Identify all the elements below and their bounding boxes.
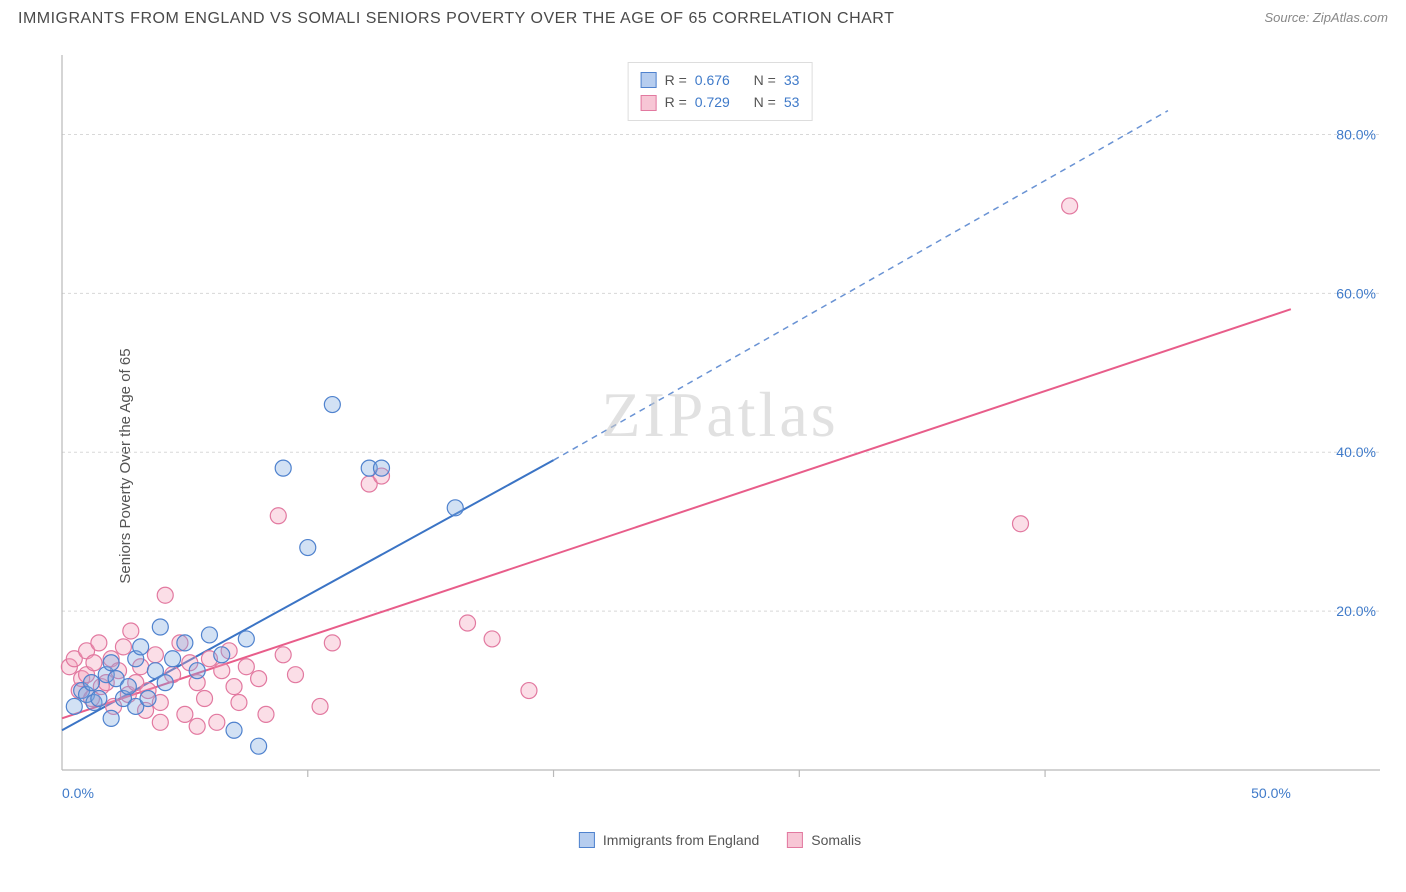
n-value: 33 xyxy=(784,69,800,91)
svg-text:50.0%: 50.0% xyxy=(1251,785,1291,801)
chart-header: IMMIGRANTS FROM ENGLAND VS SOMALI SENIOR… xyxy=(0,0,1406,34)
legend-item-england: Immigrants from England xyxy=(579,832,759,848)
r-label: R = xyxy=(665,69,687,91)
chart-title: IMMIGRANTS FROM ENGLAND VS SOMALI SENIOR… xyxy=(18,10,894,28)
r-label: R = xyxy=(665,91,687,113)
source-value: ZipAtlas.com xyxy=(1313,10,1388,25)
n-label: N = xyxy=(754,69,776,91)
svg-text:40.0%: 40.0% xyxy=(1336,444,1376,460)
scatter-chart-svg: 20.0% 40.0% 60.0% 80.0% 0.0% 50.0% xyxy=(60,50,1380,810)
legend-swatch-blue xyxy=(641,72,657,88)
correlation-legend: R = 0.676 N = 33 R = 0.729 N = 53 xyxy=(628,62,813,121)
chart-container: Seniors Poverty Over the Age of 65 20.0%… xyxy=(0,40,1406,892)
legend-swatch-somalis xyxy=(787,832,803,848)
legend-row-blue: R = 0.676 N = 33 xyxy=(641,69,800,91)
plot-area: 20.0%40.0%60.0%80.0%0.0%50.0% ZIPatlas R… xyxy=(60,50,1380,810)
legend-label: Somalis xyxy=(811,832,861,848)
legend-row-pink: R = 0.729 N = 53 xyxy=(641,91,800,113)
legend-swatch-england xyxy=(579,832,595,848)
source-label: Source: xyxy=(1264,10,1312,25)
svg-text:60.0%: 60.0% xyxy=(1336,285,1376,301)
svg-text:80.0%: 80.0% xyxy=(1336,126,1376,142)
r-value: 0.729 xyxy=(695,91,730,113)
r-value: 0.676 xyxy=(695,69,730,91)
n-value: 53 xyxy=(784,91,800,113)
n-label: N = xyxy=(754,91,776,113)
svg-text:20.0%: 20.0% xyxy=(1336,603,1376,619)
legend-item-somalis: Somalis xyxy=(787,832,861,848)
source-attribution: Source: ZipAtlas.com xyxy=(1264,10,1388,25)
legend-label: Immigrants from England xyxy=(603,832,759,848)
svg-text:0.0%: 0.0% xyxy=(62,785,94,801)
series-legend: Immigrants from England Somalis xyxy=(579,832,861,848)
legend-swatch-pink xyxy=(641,95,657,111)
